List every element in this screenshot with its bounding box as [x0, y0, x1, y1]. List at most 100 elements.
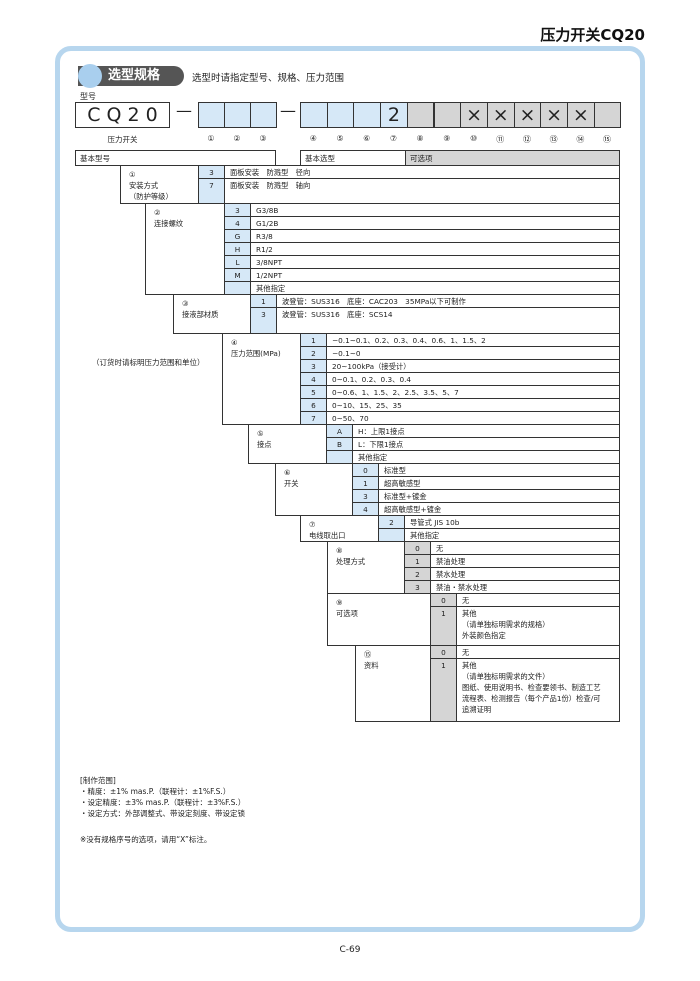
section-label: ⑨ 可选项: [327, 593, 431, 646]
option-description: 导管式 JIS 10b: [404, 515, 620, 529]
option-code: 1: [430, 658, 457, 722]
section-badge: 选型规格: [78, 66, 184, 86]
option-code: 1: [404, 554, 431, 568]
model-slot-11: ×: [486, 102, 515, 128]
option-code: 2: [300, 346, 327, 360]
option-description: 禁油处理: [430, 554, 620, 568]
model-slot-10: ×: [460, 102, 488, 128]
option-description: R3/8: [250, 229, 620, 243]
notes-remark: ※没有规格序号的选项，请用“X”标注。: [80, 835, 212, 844]
slot-number: ⑩: [469, 134, 478, 143]
option-code: 1: [430, 606, 457, 646]
slot-number: ⑦: [389, 134, 398, 143]
option-code: 4: [224, 216, 251, 230]
option-description: −0.1~0: [326, 346, 620, 360]
header-basic-selection: 基本选型: [300, 150, 406, 166]
option-code: 2: [404, 567, 431, 581]
option-description: 其他 （请单独标明需求的规格） 外装颜色指定: [456, 606, 620, 646]
slot-number: ⑫: [522, 135, 531, 144]
notes-heading: [制作范围]: [80, 776, 116, 785]
option-description: 0~0.1、0.2、0.3、0.4: [326, 372, 620, 386]
option-description: 3/8NPT: [250, 255, 620, 269]
option-code: M: [224, 268, 251, 282]
model-slot-15: [593, 102, 622, 128]
section-label: ① 安装方式 （防护等级）: [120, 165, 199, 204]
option-code: A: [326, 424, 353, 438]
option-description: 禁油・禁水处理: [430, 580, 620, 594]
option-code: 3: [224, 203, 251, 217]
model-slot-9: [433, 102, 462, 128]
option-description: 无: [456, 593, 620, 607]
content-frame: [55, 46, 645, 932]
option-description: G1/2B: [250, 216, 620, 230]
model-slot-6: [353, 102, 382, 128]
option-description: 其他 （请单独标明需求的文件） 图纸、使用说明书、检查要领书、制造工艺 流程表、…: [456, 658, 620, 722]
option-description: 其他指定: [404, 528, 620, 542]
option-description: 0~10、15、25、35: [326, 398, 620, 412]
option-description: 面板安装 防溅型 轴向: [224, 178, 620, 204]
option-description: L：下限1接点: [352, 437, 620, 451]
option-code: [326, 450, 353, 464]
option-code: 3: [198, 165, 225, 179]
slot-number: ⑨: [443, 134, 451, 143]
option-code: 3: [404, 580, 431, 594]
option-code: 1: [250, 294, 277, 308]
option-code: 5: [300, 385, 327, 399]
option-code: [378, 528, 405, 542]
model-slot-7: 2: [380, 102, 408, 128]
model-base-caption: 压力开关: [107, 135, 138, 144]
slot-number: ③: [259, 134, 267, 143]
option-code: 0: [404, 541, 431, 555]
slot-number: ⑧: [416, 134, 424, 143]
model-slot-4: [300, 102, 328, 128]
section-label: ③ 接液部材质: [173, 294, 251, 334]
model-slot-14: ×: [567, 102, 595, 128]
order-note: （订货时请标明压力范围和单位）: [92, 358, 205, 367]
slot-number: ⑮: [603, 135, 612, 144]
option-description: 1/2NPT: [250, 268, 620, 282]
option-description: 超高敏感型+镀金: [378, 502, 620, 516]
model-slot-5: [326, 102, 355, 128]
dash: —: [176, 101, 192, 120]
option-code: 3: [352, 489, 379, 503]
option-code: 4: [352, 502, 379, 516]
section-label: ④ 压力范围(MPa): [222, 333, 301, 425]
option-code: G: [224, 229, 251, 243]
section-label: ⑤ 接点: [248, 424, 327, 464]
slot-number: ⑥: [363, 134, 371, 143]
option-code: 0: [352, 463, 379, 477]
note-item: ・精度：±1% mas.P.（联程计：±1%F.S.）: [80, 787, 231, 796]
model-slot-12: ×: [513, 102, 542, 128]
option-code: 6: [300, 398, 327, 412]
model-slot-8: [406, 102, 435, 128]
note-item: ・设定方式：外部调整式、带设定刻度、带设定锁: [80, 809, 245, 818]
model-base-box: C Q 2 0: [75, 102, 170, 128]
option-code: 3: [300, 359, 327, 373]
option-code: 1: [300, 333, 327, 347]
section-label: ⑮ 资料: [355, 645, 431, 722]
option-code: 7: [198, 178, 225, 204]
header-options: 可选项: [405, 150, 620, 166]
badge-circle-icon: [78, 64, 102, 88]
option-code: 1: [352, 476, 379, 490]
slot-number: ①: [207, 134, 215, 143]
section-label: ⑦ 电线取出口: [300, 515, 379, 542]
option-code: H: [224, 242, 251, 256]
page-number: C-69: [339, 945, 361, 955]
option-description: R1/2: [250, 242, 620, 256]
section-label: ⑧ 处理方式: [327, 541, 405, 594]
option-description: G3/8B: [250, 203, 620, 217]
option-description: 其他指定: [352, 450, 620, 464]
slot-number: ④: [309, 134, 317, 143]
page-title: 压力开关CQ20: [540, 26, 645, 44]
option-description: 其他指定: [250, 281, 620, 295]
option-description: 20~100kPa（接受计）: [326, 359, 620, 373]
option-description: 标准型: [378, 463, 620, 477]
option-description: 0~0.6、1、1.5、2、2.5、3.5、5、7: [326, 385, 620, 399]
note-item: ・设定精度：±3% mas.P.（联程计：±3%F.S.）: [80, 798, 246, 807]
option-code: 4: [300, 372, 327, 386]
option-description: 标准型+镀金: [378, 489, 620, 503]
model-slot-1: [198, 102, 225, 128]
option-code: L: [224, 255, 251, 269]
option-description: 波登管：SUS316 底座：CAC203 35MPa以下可制作: [276, 294, 620, 308]
